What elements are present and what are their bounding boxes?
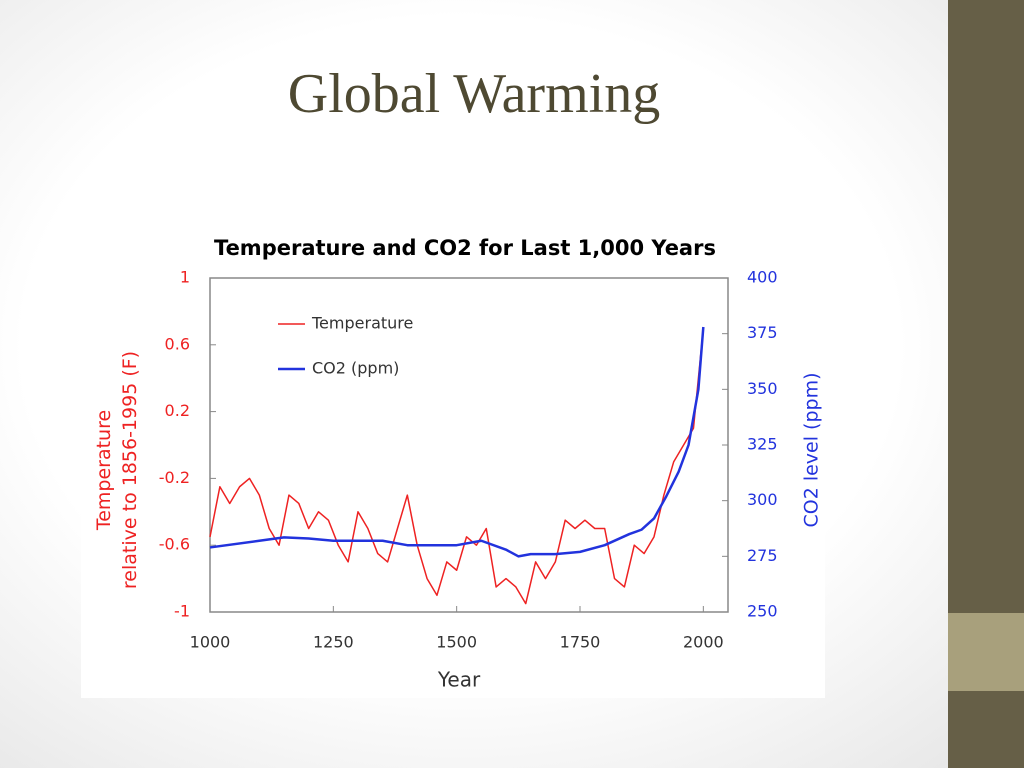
chart-title: Temperature and CO2 for Last 1,000 Years [214, 236, 716, 260]
chart-background [81, 240, 825, 698]
x-tick-label: 1750 [560, 633, 601, 652]
y-axis-label-line: Temperature [93, 410, 115, 531]
x-tick-label: 1250 [313, 633, 354, 652]
y2-tick-label: 375 [747, 323, 778, 342]
y2-tick-label: 400 [747, 268, 778, 287]
legend-label: CO2 (ppm) [312, 359, 399, 378]
y2-tick-label: 250 [747, 602, 778, 621]
y2-tick-label: 325 [747, 435, 778, 454]
y2-tick-label: 300 [747, 490, 778, 509]
legend-label: Temperature [311, 314, 413, 333]
y2-tick-label: 275 [747, 546, 778, 565]
x-tick-label: 2000 [683, 633, 724, 652]
x-tick-label: 1500 [436, 633, 477, 652]
y-tick-label: -0.2 [159, 468, 190, 487]
y-tick-label: 1 [180, 268, 190, 287]
y-tick-label: 0.6 [165, 334, 190, 353]
y-axis-label-line: relative to 1856-1995 (F) [119, 351, 141, 589]
y-tick-label: -1 [174, 602, 190, 621]
y2-axis-label: CO2 level (ppm) [801, 372, 823, 527]
chart: Temperature and CO2 for Last 1,000 Years… [81, 236, 825, 698]
y2-tick-label: 350 [747, 379, 778, 398]
y-tick-label: 0.2 [165, 401, 190, 420]
x-axis-label: Year [437, 668, 481, 692]
y-tick-label: -0.6 [159, 535, 190, 554]
series-line [209, 328, 705, 605]
side-bar-accent [948, 613, 1024, 691]
y-axis-label: Temperature relative to 1856-1995 (F) [93, 351, 141, 589]
x-tick-label: 1000 [190, 633, 231, 652]
series-line [209, 326, 705, 558]
slide-title: Global Warming [287, 63, 661, 125]
